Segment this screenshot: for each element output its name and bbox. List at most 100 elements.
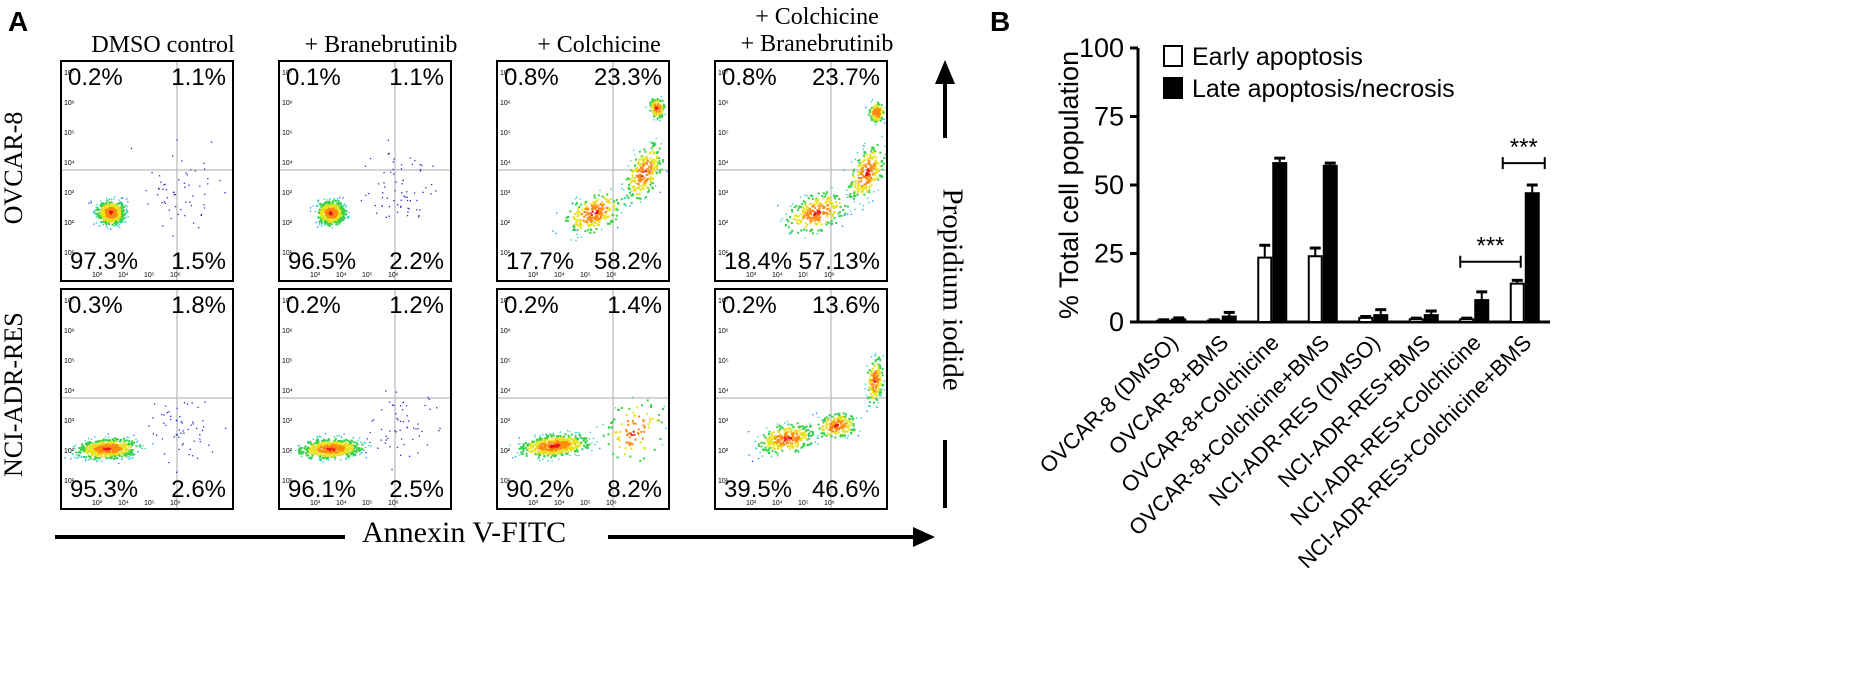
flow-scatter: [62, 290, 232, 508]
quadrant-percent-ll: 96.1%: [288, 476, 357, 503]
y-tick-label: 10³: [500, 190, 511, 197]
y-tick-label: 10³: [718, 190, 729, 197]
legend-swatch-early: [1163, 45, 1183, 67]
x-tick-label: 10³: [92, 272, 103, 279]
y-tick-label: 10⁶: [64, 328, 75, 335]
bar-late: [1474, 299, 1490, 323]
x-tick-label: 10⁵: [580, 500, 591, 507]
quadrant-percent-ur: 1.8%: [171, 292, 226, 319]
y-tick-label: 10²: [282, 448, 293, 455]
legend-swatch-late: [1163, 77, 1183, 99]
quadrant-percent-ul: 0.2%: [286, 292, 341, 319]
quadrant-percent-ur: 1.1%: [389, 64, 444, 91]
quadrant-percent-lr: 46.6%: [811, 476, 880, 503]
quadrant-percent-ul: 0.2%: [68, 64, 123, 91]
y-tick-label: 10³: [64, 418, 75, 425]
y-tick-label: 10⁴: [718, 160, 729, 167]
flow-scatter: [498, 62, 668, 280]
x-tick-label: 10⁴: [336, 272, 347, 279]
y-tick-label: 10⁷: [64, 298, 75, 305]
quadrant-percent-ur: 13.6%: [811, 292, 880, 319]
column-title-dmso: DMSO control: [60, 32, 266, 59]
flow-scatter: [498, 290, 668, 508]
y-tick-label: 10¹: [64, 478, 75, 485]
x-tick-label: 10⁶: [388, 272, 399, 279]
y-tick-label: 10³: [500, 418, 511, 425]
column-title-line: DMSO control: [91, 32, 235, 58]
y-tick-label: 10²: [718, 448, 729, 455]
x-tick-label: 10⁵: [362, 500, 373, 507]
panel-a-letter: A: [8, 6, 29, 37]
bar-late: [1171, 318, 1187, 324]
quadrant-percent-ul: 0.8%: [722, 64, 777, 91]
quadrant-percent-ul: 0.1%: [286, 64, 341, 91]
x-axis-arrow: [55, 60, 955, 547]
flow-plot: 10⁷ 10⁶ 10⁵ 10⁴ 10³ 10² 10¹ 10³ 10⁴ 10⁵ 10⁶ 0.2% 1.1…: [60, 60, 234, 282]
quadrant-percent-lr: 1.5%: [171, 248, 226, 275]
y-tick-label: 10²: [64, 448, 75, 455]
flow-scatter: [716, 290, 886, 508]
x-tick-label: 10⁴: [554, 272, 565, 279]
y-tick-label: 50: [1094, 170, 1124, 200]
quadrant-percent-lr: 2.5%: [389, 476, 444, 503]
bar-early: [1408, 318, 1424, 324]
y-tick-label: 10³: [64, 190, 75, 197]
quadrant-percent-ur: 1.2%: [389, 292, 444, 319]
quadrant-percent-lr: 8.2%: [607, 476, 662, 503]
column-title-combo: + Colchicine + Branebrutinib: [714, 4, 920, 58]
quadrant-percent-ul: 0.2%: [722, 292, 777, 319]
column-title-branebrutinib: + Branebrutinib: [278, 32, 484, 59]
quadrant-percent-lr: 57.13%: [798, 248, 880, 275]
y-tick-label: 10²: [500, 220, 511, 227]
column-title-line: + Colchicine: [755, 4, 879, 30]
y-tick-label: 10²: [718, 220, 729, 227]
x-tick-label: 10⁶: [606, 272, 617, 279]
x-tick-label: 10⁴: [772, 500, 783, 507]
y-axis-label-propidium-iodide: Propidium iodide: [936, 188, 969, 391]
y-tick-label: 10⁵: [718, 358, 729, 365]
x-tick-label: 10³: [310, 500, 321, 507]
x-tick-label: 10⁴: [118, 500, 129, 507]
bar-early: [1509, 282, 1525, 324]
y-tick-label: 10⁴: [64, 388, 75, 395]
y-tick-label: 10¹: [64, 250, 75, 257]
y-tick-label: 10¹: [282, 250, 293, 257]
x-tick-label: 10⁶: [824, 272, 835, 279]
y-tick-label: 10⁴: [282, 160, 293, 167]
bar-late: [1524, 192, 1540, 323]
y-tick-label: 10¹: [718, 478, 729, 485]
y-tick-label: 10⁷: [282, 70, 293, 77]
quadrant-percent-lr: 2.2%: [389, 248, 444, 275]
y-tick-label: 10⁷: [500, 298, 511, 305]
quadrant-percent-lr: 58.2%: [593, 248, 662, 275]
quadrant-percent-lr: 2.6%: [171, 476, 226, 503]
y-tick-label: 10¹: [500, 478, 511, 485]
column-title-line: + Branebrutinib: [740, 31, 894, 57]
quadrant-percent-ll: 17.7%: [506, 248, 575, 275]
flow-plot: 10⁷ 10⁶ 10⁵ 10⁴ 10³ 10² 10¹ 10³ 10⁴ 10⁵ 10⁶ 0.1% 1.1…: [278, 60, 452, 282]
quadrant-percent-ll: 18.4%: [724, 248, 793, 275]
y-axis-label: % Total cell population: [1054, 51, 1084, 319]
x-tick-label: 10⁶: [388, 500, 399, 507]
y-tick-label: 10⁵: [718, 130, 729, 137]
y-tick-label: 10⁷: [64, 70, 75, 77]
x-tick-label: 10⁵: [144, 272, 155, 279]
quadrant-percent-ll: 90.2%: [506, 476, 575, 503]
y-tick-label: 10⁴: [500, 388, 511, 395]
bar-early: [1358, 316, 1374, 324]
quadrant-percent-ll: 39.5%: [724, 476, 793, 503]
y-tick-label: 10³: [718, 418, 729, 425]
flow-plot: 10⁷ 10⁶ 10⁵ 10⁴ 10³ 10² 10¹ 10³ 10⁴ 10⁵ 10⁶ 0.2% 1.2…: [278, 288, 452, 510]
y-tick-label: 10⁵: [282, 358, 293, 365]
x-tick-label: 10³: [310, 272, 321, 279]
y-tick-label: 10⁵: [64, 130, 75, 137]
x-tick-label: 10⁴: [118, 272, 129, 279]
x-tick-label: 10⁵: [144, 500, 155, 507]
bar-early: [1307, 255, 1323, 323]
flow-scatter: [280, 290, 450, 508]
x-tick-label: 10⁴: [772, 272, 783, 279]
legend-label: Early apoptosis: [1192, 43, 1363, 71]
y-arrow-head: [935, 60, 955, 84]
y-tick-label: 25: [1094, 239, 1124, 269]
quadrant-percent-ur: 1.4%: [607, 292, 662, 319]
